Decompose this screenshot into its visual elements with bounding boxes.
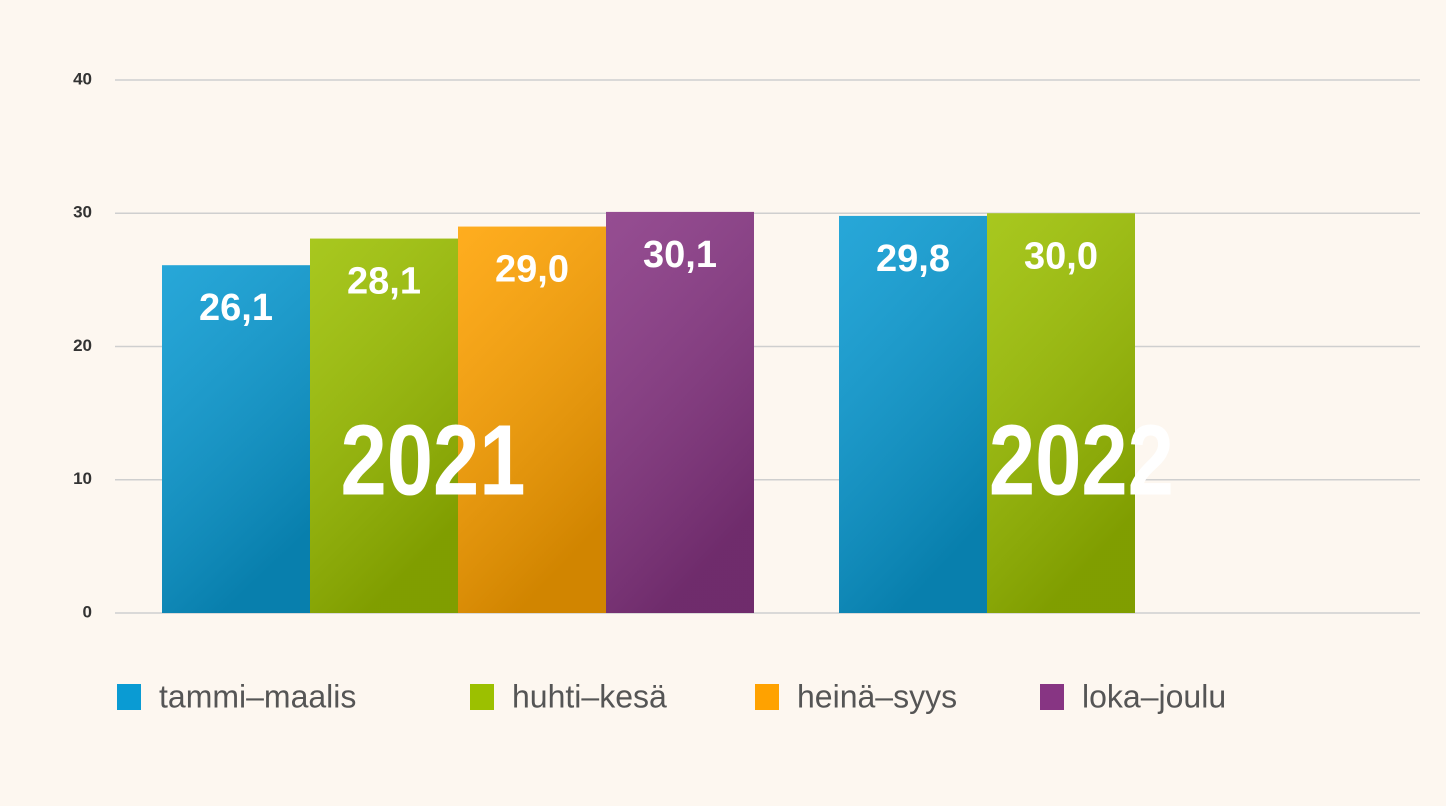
bar-shade xyxy=(606,211,754,614)
y-tick-label: 20 xyxy=(73,336,92,355)
legend-label: heinä–syys xyxy=(797,678,957,714)
value-label: 29,8 xyxy=(876,238,950,280)
legend-label: tammi–maalis xyxy=(159,678,356,714)
y-tick-label: 40 xyxy=(73,69,92,88)
legend-swatch xyxy=(470,684,494,710)
category-label: 2021 xyxy=(341,404,526,516)
value-label: 30,1 xyxy=(643,234,717,276)
bar-shade xyxy=(839,215,987,614)
y-tick-label: 30 xyxy=(73,203,92,222)
bar-shade xyxy=(458,226,606,613)
category-label: 2022 xyxy=(989,404,1174,516)
value-label: 28,1 xyxy=(347,261,421,303)
y-tick-label: 10 xyxy=(73,469,92,488)
y-tick-label: 0 xyxy=(83,602,92,621)
legend-swatch xyxy=(117,684,141,710)
value-label: 29,0 xyxy=(495,249,569,291)
legend-swatch xyxy=(755,684,779,710)
bar-shade xyxy=(310,238,458,613)
legend-label: loka–joulu xyxy=(1082,678,1226,714)
legend-label: huhti–kesä xyxy=(512,678,667,714)
value-label: 30,0 xyxy=(1024,235,1098,277)
legend-swatch xyxy=(1040,684,1064,710)
bar-shade xyxy=(987,213,1135,613)
bar-shade xyxy=(162,265,310,613)
value-label: 26,1 xyxy=(199,287,273,329)
